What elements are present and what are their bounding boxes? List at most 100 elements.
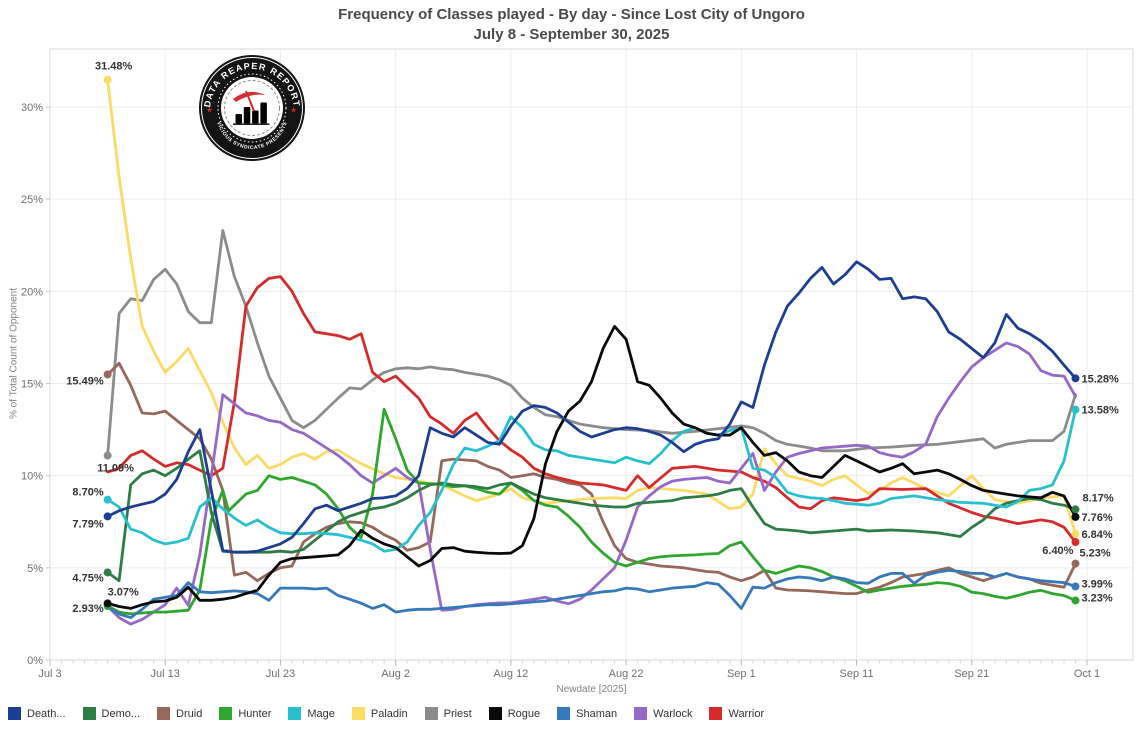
y-tick-label: 10% bbox=[21, 471, 43, 483]
paladin-start-dot[interactable] bbox=[103, 75, 112, 84]
shaman-end-dot[interactable] bbox=[1071, 582, 1080, 591]
warrior-end-label: 6.40% bbox=[1042, 545, 1073, 557]
legend-label: Death... bbox=[27, 707, 66, 720]
series-line-shaman[interactable] bbox=[106, 569, 1077, 619]
warrior-end-dot[interactable] bbox=[1071, 538, 1080, 547]
legend-label: Rogue bbox=[507, 707, 541, 720]
warlock-swatch-icon bbox=[634, 707, 648, 720]
x-tick-label: Aug 12 bbox=[493, 668, 528, 680]
x-tick-label: Aug 2 bbox=[381, 668, 410, 680]
death_knight-swatch-icon bbox=[8, 707, 21, 720]
mage-swatch-icon bbox=[288, 707, 302, 720]
legend-item-hunter[interactable]: Hunter bbox=[219, 707, 271, 720]
warrior-swatch-icon bbox=[709, 707, 723, 720]
legend-item-demon_hunter[interactable]: Demo... bbox=[82, 707, 141, 720]
x-tick-label: Sep 21 bbox=[954, 668, 989, 680]
legend-label: Druid bbox=[176, 707, 203, 720]
x-tick-label: Jul 13 bbox=[151, 668, 180, 680]
paladin-end-label: 6.84% bbox=[1081, 529, 1112, 541]
logo-perforated-ring bbox=[217, 73, 287, 143]
legend-label: Warlock bbox=[653, 707, 693, 720]
x-tick-label: Sep 1 bbox=[727, 668, 756, 680]
legend-label: Priest bbox=[443, 707, 472, 720]
paladin-end-dot[interactable] bbox=[1071, 529, 1080, 538]
druid-start-dot[interactable] bbox=[103, 370, 112, 379]
chart-subtitle: July 8 - September 30, 2025 bbox=[473, 26, 670, 43]
hunter-start-label: 2.93% bbox=[72, 603, 103, 615]
legend-item-priest[interactable]: Priest bbox=[424, 707, 472, 720]
y-tick-label: 25% bbox=[21, 194, 43, 206]
druid-swatch-icon bbox=[157, 707, 171, 720]
druid-end-label: 5.23% bbox=[1079, 548, 1110, 560]
hunter-end-label: 3.23% bbox=[1081, 592, 1112, 604]
legend-label: Paladin bbox=[370, 707, 408, 720]
demon_hunter-swatch-icon bbox=[82, 707, 96, 720]
legend-item-druid[interactable]: Druid bbox=[157, 707, 202, 720]
rogue-start-dot[interactable] bbox=[103, 599, 112, 608]
data-reaper-report-logo: DATA REAPER REPORT VICIOUS SYNDICATE PRE… bbox=[199, 55, 305, 161]
legend-item-warrior[interactable]: Warrior bbox=[709, 707, 764, 720]
logo-left-star-icon: ★ bbox=[206, 106, 213, 115]
series-line-priest[interactable] bbox=[106, 229, 1077, 457]
series-line-mage[interactable] bbox=[106, 408, 1077, 553]
legend-item-mage[interactable]: Mage bbox=[288, 707, 335, 720]
druid-end-dot[interactable] bbox=[1071, 559, 1080, 568]
demon_hunter-end-label: 8.17% bbox=[1082, 492, 1113, 504]
paladin-swatch-icon bbox=[351, 707, 365, 720]
y-tick-label: 20% bbox=[21, 286, 43, 298]
demon_hunter-end-dot[interactable] bbox=[1071, 505, 1080, 514]
hunter-end-dot[interactable] bbox=[1071, 596, 1080, 605]
series-line-warrior[interactable] bbox=[106, 275, 1077, 544]
rogue-swatch-icon bbox=[488, 707, 502, 720]
shaman-swatch-icon bbox=[557, 707, 571, 720]
x-tick-label: Aug 22 bbox=[609, 668, 644, 680]
mage-start-dot[interactable] bbox=[103, 495, 112, 504]
hunter-swatch-icon bbox=[219, 707, 233, 720]
x-axis-title: Newdate [2025] bbox=[556, 684, 627, 695]
death_knight-end-dot[interactable] bbox=[1071, 374, 1080, 383]
logo-bar-chart-icon bbox=[233, 102, 270, 125]
mage-start-label: 8.70% bbox=[72, 487, 103, 499]
series-line-druid[interactable] bbox=[106, 361, 1077, 595]
x-tick-label: Jul 3 bbox=[38, 668, 61, 680]
demon_hunter-start-label: 4.75% bbox=[72, 572, 103, 584]
y-axis-title: % of Total Count of Opponent bbox=[8, 288, 20, 420]
y-tick-label: 0% bbox=[27, 655, 43, 667]
legend-item-rogue[interactable]: Rogue bbox=[488, 707, 541, 720]
series-line-rogue[interactable] bbox=[106, 325, 1077, 610]
series-line-warlock[interactable] bbox=[106, 341, 1077, 626]
legend-label: Warrior bbox=[728, 707, 765, 720]
logo-scythe-icon bbox=[233, 90, 265, 112]
priest-swatch-icon bbox=[424, 707, 438, 720]
legend-label: Mage bbox=[307, 707, 335, 720]
death_knight-start-dot[interactable] bbox=[103, 512, 112, 521]
legend-item-shaman[interactable]: Shaman bbox=[557, 707, 617, 720]
rogue-end-dot[interactable] bbox=[1071, 512, 1080, 521]
logo-right-star-icon: ★ bbox=[290, 106, 297, 115]
series-line-death_knight[interactable] bbox=[106, 260, 1077, 554]
death_knight-end-label: 15.28% bbox=[1081, 373, 1119, 385]
legend-item-paladin[interactable]: Paladin bbox=[351, 707, 408, 720]
priest-start-label: 11.09% bbox=[97, 463, 134, 475]
rogue-start-label: 3.07% bbox=[108, 586, 139, 598]
logo-dashed-circle bbox=[224, 80, 280, 136]
legend-label: Demo... bbox=[101, 707, 141, 720]
legend-label: Hunter bbox=[238, 707, 272, 720]
priest-start-dot[interactable] bbox=[103, 451, 112, 460]
legend-label: Shaman bbox=[576, 707, 618, 720]
y-tick-label: 30% bbox=[21, 102, 43, 114]
rogue-end-label: 7.76% bbox=[1081, 512, 1112, 524]
series-line-hunter[interactable] bbox=[106, 407, 1077, 616]
demon_hunter-start-dot[interactable] bbox=[103, 568, 112, 577]
mage-end-dot[interactable] bbox=[1071, 405, 1080, 414]
legend-item-death_knight[interactable]: Death... bbox=[8, 707, 66, 720]
y-tick-label: 15% bbox=[21, 379, 43, 391]
logo-ring-line bbox=[201, 57, 303, 159]
x-tick-label: Oct 1 bbox=[1074, 668, 1100, 680]
x-tick-label: Jul 23 bbox=[266, 668, 295, 680]
paladin-start-label: 31.48% bbox=[95, 61, 133, 73]
x-tick-label: Sep 11 bbox=[840, 668, 874, 680]
chart-title: Frequency of Classes played - By day - S… bbox=[338, 6, 805, 23]
legend-item-warlock[interactable]: Warlock bbox=[634, 707, 692, 720]
